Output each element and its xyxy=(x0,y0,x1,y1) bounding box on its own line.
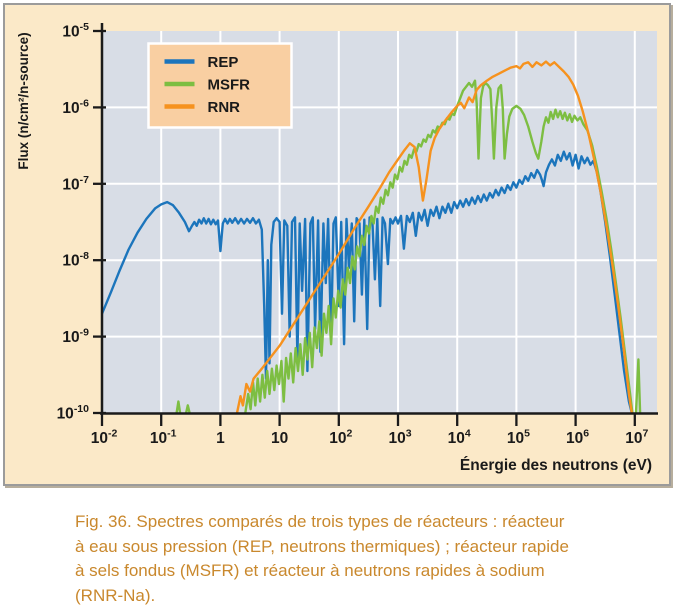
series-curve-rep xyxy=(102,150,633,413)
caption-line: Fig. 36. Spectres comparés de trois type… xyxy=(75,512,565,531)
x-tick-label: 10-1 xyxy=(150,428,177,448)
series-curve-msfr xyxy=(634,358,642,413)
x-tick-label: 103 xyxy=(388,428,411,448)
x-tick-label: 106 xyxy=(566,428,589,448)
x-tick-label: 107 xyxy=(625,428,648,448)
series-curve-msfr xyxy=(175,400,182,413)
x-tick-label: 102 xyxy=(329,428,352,448)
x-tick-label: 1 xyxy=(216,430,225,447)
y-tick-label: 10-10 xyxy=(57,403,90,423)
legend-label-msfr: MSFR xyxy=(208,77,251,94)
caption-line: à sels fondus (MSFR) et réacteur à neutr… xyxy=(75,561,545,580)
figure-caption: Fig. 36. Spectres comparés de trois type… xyxy=(75,510,650,608)
series-curve-rnr xyxy=(235,60,633,413)
legend-label-rnr: RNR xyxy=(208,99,241,116)
x-tick-label: 104 xyxy=(448,428,471,448)
series-curve-msfr xyxy=(244,79,634,413)
series-curve-msfr xyxy=(184,404,191,413)
x-tick-label: 10 xyxy=(271,430,288,447)
legend-label-rep: REP xyxy=(208,54,239,71)
legend: REP MSFR RNR xyxy=(147,42,293,129)
x-axis-title: Énergie des neutrons (eV) xyxy=(460,457,652,474)
caption-line: (RNR-Na). xyxy=(75,585,156,605)
y-tick-label: 10-8 xyxy=(62,250,89,270)
y-tick-label: 10-9 xyxy=(62,327,89,347)
y-tick-label: 10-5 xyxy=(62,21,89,41)
x-tick-label: 10-2 xyxy=(91,428,118,448)
y-axis-title: Flux (n/cm²/n-source) xyxy=(16,32,31,169)
y-tick-label: 10-7 xyxy=(62,174,89,194)
series-curves xyxy=(102,60,642,413)
x-tick-label: 105 xyxy=(507,428,530,448)
y-tick-label: 10-6 xyxy=(62,97,89,117)
caption-line: à eau sous pression (REP, neutrons therm… xyxy=(75,536,569,556)
